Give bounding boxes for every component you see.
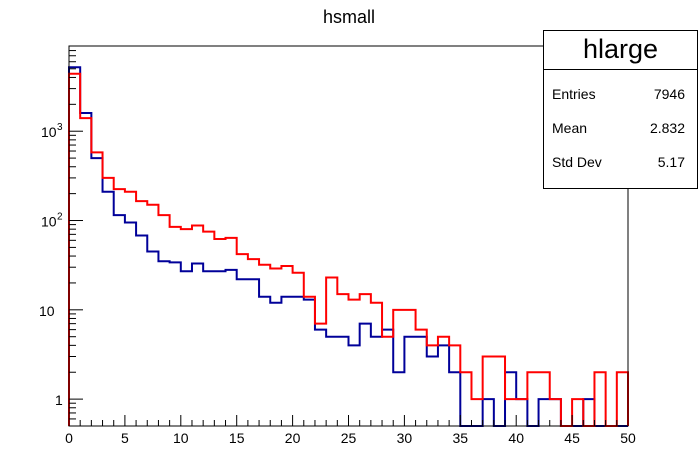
stats-label-stddev: Std Dev bbox=[552, 154, 602, 170]
stats-box: hlarge Entries 7946 Mean 2.832 Std Dev 5… bbox=[543, 30, 698, 189]
stats-value-entries: 7946 bbox=[653, 86, 685, 102]
x-tick-label: 20 bbox=[285, 430, 301, 446]
y-tick-exponent: 2 bbox=[57, 212, 63, 223]
x-tick-label: 40 bbox=[508, 430, 524, 446]
y-tick-exponent: 3 bbox=[57, 122, 63, 133]
chart-title: hsmall bbox=[323, 7, 375, 27]
y-tick-label: 1 bbox=[55, 392, 63, 408]
stats-value-mean: 2.832 bbox=[649, 120, 685, 136]
stats-row-stddev: Std Dev 5.17 bbox=[544, 143, 697, 181]
x-tick-label: 10 bbox=[173, 430, 189, 446]
x-tick-label: 25 bbox=[341, 430, 357, 446]
x-tick-label: 30 bbox=[397, 430, 413, 446]
x-tick-label: 0 bbox=[65, 430, 73, 446]
stats-row-mean: Mean 2.832 bbox=[544, 109, 697, 147]
stats-title: hlarge bbox=[544, 31, 697, 70]
stats-label-mean: Mean bbox=[552, 120, 588, 136]
y-tick-label: 10 bbox=[39, 303, 55, 319]
x-tick-label: 5 bbox=[121, 430, 129, 446]
x-tick-label: 35 bbox=[453, 430, 469, 446]
x-tick-label: 45 bbox=[564, 430, 580, 446]
y-tick-label: 10 bbox=[41, 214, 57, 230]
series-layer bbox=[68, 66, 629, 427]
x-tick-label: 15 bbox=[229, 430, 245, 446]
series-line-hlarge bbox=[68, 72, 629, 427]
stats-value-stddev: 5.17 bbox=[657, 154, 685, 170]
stats-label-entries: Entries bbox=[552, 86, 596, 102]
y-tick-label: 10 bbox=[41, 124, 57, 140]
x-tick-label: 50 bbox=[620, 430, 636, 446]
stats-row-entries: Entries 7946 bbox=[544, 75, 697, 113]
